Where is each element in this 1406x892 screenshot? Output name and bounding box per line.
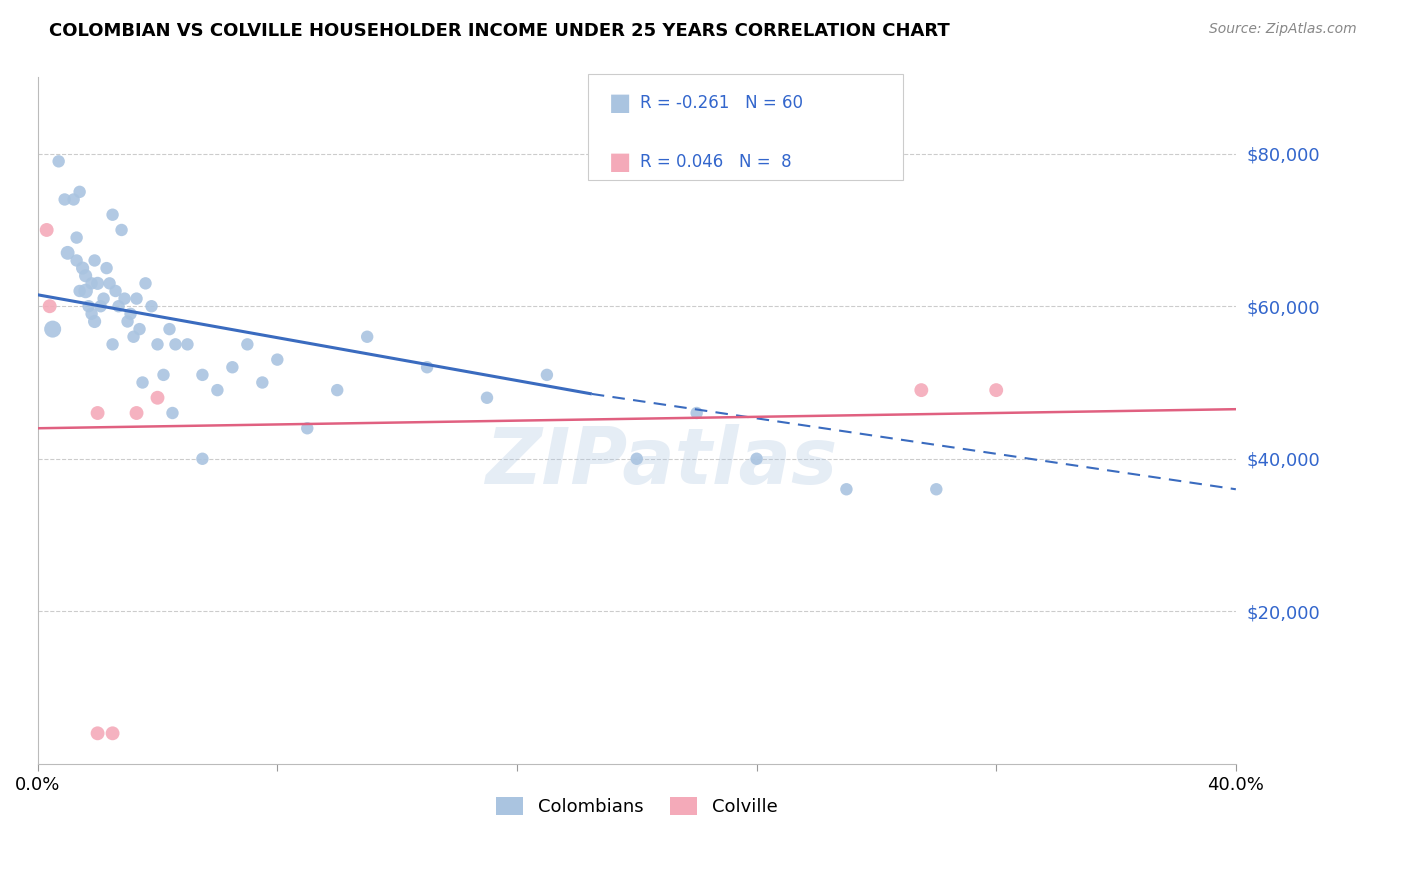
Text: ZIPatlas: ZIPatlas bbox=[485, 424, 837, 500]
Point bbox=[191, 368, 214, 382]
Point bbox=[96, 261, 118, 276]
Text: R = 0.046   N =  8: R = 0.046 N = 8 bbox=[640, 153, 792, 171]
Point bbox=[53, 193, 76, 207]
Point bbox=[475, 391, 498, 405]
Point bbox=[152, 368, 174, 382]
Point bbox=[80, 277, 103, 291]
Point bbox=[83, 314, 105, 328]
Point bbox=[48, 154, 70, 169]
Point bbox=[326, 383, 349, 397]
Point bbox=[122, 330, 145, 344]
Point bbox=[104, 284, 127, 298]
Point bbox=[114, 292, 136, 306]
Point bbox=[297, 421, 319, 435]
Point bbox=[236, 337, 259, 351]
Point bbox=[356, 330, 378, 344]
Point bbox=[120, 307, 142, 321]
Point bbox=[90, 299, 112, 313]
Point bbox=[75, 284, 97, 298]
Point bbox=[146, 391, 169, 405]
Point bbox=[626, 451, 648, 466]
Point bbox=[252, 376, 274, 390]
Point bbox=[835, 483, 858, 497]
Point bbox=[141, 299, 163, 313]
Point bbox=[56, 245, 79, 260]
Point bbox=[135, 277, 157, 291]
Point bbox=[83, 253, 105, 268]
Point bbox=[125, 406, 148, 420]
Point bbox=[77, 299, 100, 313]
Point bbox=[745, 451, 768, 466]
Point bbox=[910, 383, 932, 397]
Point bbox=[101, 726, 124, 740]
Point bbox=[191, 451, 214, 466]
Point bbox=[146, 337, 169, 351]
Point bbox=[69, 185, 91, 199]
Point bbox=[38, 299, 60, 313]
Point bbox=[66, 230, 89, 244]
Point bbox=[41, 322, 63, 336]
Point bbox=[685, 406, 707, 420]
Point bbox=[101, 208, 124, 222]
Point bbox=[107, 299, 129, 313]
Point bbox=[80, 307, 103, 321]
Point bbox=[93, 292, 115, 306]
Point bbox=[128, 322, 150, 336]
Point bbox=[162, 406, 184, 420]
Point bbox=[117, 314, 139, 328]
Point bbox=[69, 284, 91, 298]
Text: R = -0.261   N = 60: R = -0.261 N = 60 bbox=[640, 94, 803, 112]
Point bbox=[986, 383, 1008, 397]
Text: COLOMBIAN VS COLVILLE HOUSEHOLDER INCOME UNDER 25 YEARS CORRELATION CHART: COLOMBIAN VS COLVILLE HOUSEHOLDER INCOME… bbox=[49, 22, 950, 40]
Point bbox=[207, 383, 229, 397]
Point bbox=[159, 322, 181, 336]
Point bbox=[35, 223, 58, 237]
Point bbox=[131, 376, 153, 390]
Point bbox=[86, 726, 108, 740]
Text: ■: ■ bbox=[609, 151, 631, 174]
Point bbox=[165, 337, 187, 351]
Point bbox=[221, 360, 243, 375]
Point bbox=[98, 277, 121, 291]
Point bbox=[925, 483, 948, 497]
Point bbox=[110, 223, 132, 237]
Point bbox=[176, 337, 198, 351]
Point bbox=[416, 360, 439, 375]
Point bbox=[86, 406, 108, 420]
Point bbox=[86, 277, 108, 291]
Point bbox=[536, 368, 558, 382]
Point bbox=[66, 253, 89, 268]
Point bbox=[125, 292, 148, 306]
Legend: Colombians, Colville: Colombians, Colville bbox=[489, 789, 785, 823]
Text: Source: ZipAtlas.com: Source: ZipAtlas.com bbox=[1209, 22, 1357, 37]
Point bbox=[101, 337, 124, 351]
Point bbox=[75, 268, 97, 283]
Point bbox=[72, 261, 94, 276]
Text: ■: ■ bbox=[609, 91, 631, 114]
Point bbox=[62, 193, 84, 207]
Point bbox=[266, 352, 288, 367]
